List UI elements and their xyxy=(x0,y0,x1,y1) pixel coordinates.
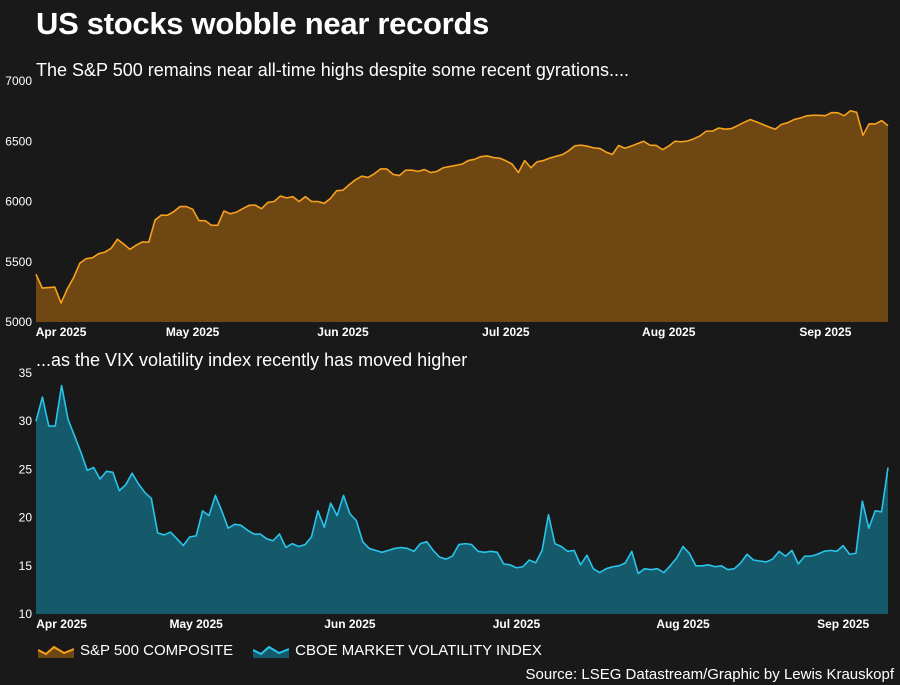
sp-ytick-label: 5000 xyxy=(5,315,32,329)
vix-line xyxy=(35,384,889,575)
legend-label-sp: S&P 500 COMPOSITE xyxy=(80,642,234,659)
legend-label-vix: CBOE MARKET VOLATILITY INDEX xyxy=(295,642,542,659)
vix-xtick-label: Sep 2025 xyxy=(817,617,869,631)
vix-ytick-label: 10 xyxy=(19,607,33,621)
sp-xtick-label: Aug 2025 xyxy=(642,325,696,339)
vix-area xyxy=(36,385,888,614)
sp-ytick-label: 6000 xyxy=(5,195,32,209)
sp-xtick-label: Jul 2025 xyxy=(482,325,530,339)
sp-xtick-label: May 2025 xyxy=(166,325,220,339)
legend-swatch-sp xyxy=(38,645,74,658)
sp-ytick-label: 5500 xyxy=(5,255,32,269)
legend-swatch-vix xyxy=(253,645,290,658)
sp-ytick-label: 6500 xyxy=(5,134,32,148)
sp-area xyxy=(36,110,888,322)
vix-xtick-label: Jul 2025 xyxy=(493,617,541,631)
vix-xtick-label: Apr 2025 xyxy=(36,617,87,631)
vix-xtick-label: May 2025 xyxy=(169,617,223,631)
sp-subtitle: The S&P 500 remains near all-time highs … xyxy=(36,60,629,80)
vix-ytick-label: 25 xyxy=(19,462,33,476)
vix-ytick-label: 20 xyxy=(19,511,33,525)
sp-ytick-label: 7000 xyxy=(5,74,32,88)
chart-title: US stocks wobble near records xyxy=(36,6,490,41)
sp-xtick-label: Jun 2025 xyxy=(317,325,369,339)
vix-ytick-label: 30 xyxy=(19,414,33,428)
vix-ytick-label: 35 xyxy=(19,366,33,380)
legend-item-vix: CBOE MARKET VOLATILITY INDEX xyxy=(253,642,542,659)
legend: S&P 500 COMPOSITE CBOE MARKET VOLATILITY… xyxy=(38,642,562,659)
vix-subtitle: ...as the VIX volatility index recently … xyxy=(36,350,468,370)
sp-line xyxy=(35,109,889,304)
vix-xtick-label: Jun 2025 xyxy=(324,617,376,631)
vix-xtick-label: Aug 2025 xyxy=(656,617,710,631)
vix-ytick-label: 15 xyxy=(19,559,33,573)
sp-xtick-label: Sep 2025 xyxy=(799,325,851,339)
legend-item-sp: S&P 500 COMPOSITE xyxy=(38,642,233,659)
source-note: Source: LSEG Datastream/Graphic by Lewis… xyxy=(525,666,895,683)
sp-panel: 7000 6500 6000 5500 5000 Apr 2025 May 2025 Jun … xyxy=(5,74,889,339)
sp-xtick-label: Apr 2025 xyxy=(36,325,87,339)
